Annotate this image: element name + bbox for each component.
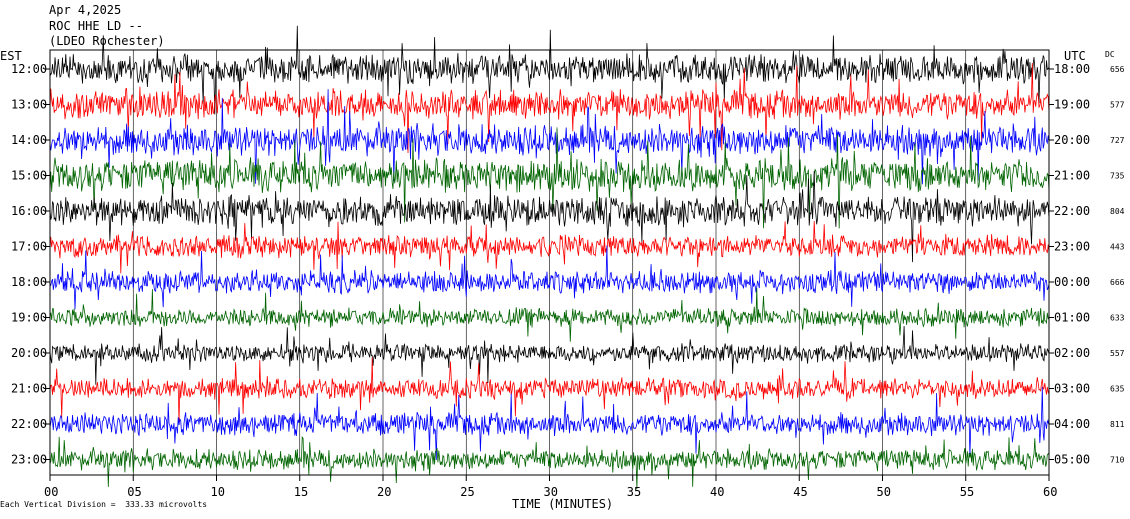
est-label-14:00: 14:00 bbox=[11, 133, 47, 147]
trace-18:00 bbox=[49, 245, 1050, 310]
header-date: Apr 4,2025 bbox=[49, 3, 122, 17]
dc-label-804: 804 bbox=[1110, 207, 1125, 216]
utc-label-18:00: 18:00 bbox=[1054, 62, 1090, 76]
x-tick-20: 20 bbox=[377, 485, 391, 499]
utc-label-01:00: 01:00 bbox=[1054, 311, 1090, 325]
dc-label-811: 811 bbox=[1110, 420, 1125, 429]
trace-21:00 bbox=[49, 357, 1050, 425]
trace-23:00 bbox=[49, 435, 1050, 490]
x-tick-55: 55 bbox=[960, 485, 974, 499]
utc-label-23:00: 23:00 bbox=[1054, 240, 1090, 254]
trace-16:00 bbox=[49, 171, 1050, 263]
trace-12:00 bbox=[49, 25, 1050, 115]
utc-label-21:00: 21:00 bbox=[1054, 169, 1090, 183]
trace-19:00 bbox=[49, 287, 1050, 342]
x-tick-35: 35 bbox=[627, 485, 641, 499]
est-label-19:00: 19:00 bbox=[11, 311, 47, 325]
utc-hour-labels: 18:00 19:00 20:00 21:00 22:00 23:00 00:00 01:00… bbox=[1049, 62, 1090, 467]
dc-label-666: 666 bbox=[1110, 278, 1125, 287]
x-axis-label: TIME (MINUTES) bbox=[512, 497, 613, 511]
x-tick-40: 40 bbox=[710, 485, 724, 499]
dc-label-577: 577 bbox=[1110, 101, 1125, 110]
x-tick-00: 00 bbox=[44, 485, 58, 499]
trace-20:00 bbox=[49, 325, 1050, 385]
utc-label-22:00: 22:00 bbox=[1054, 204, 1090, 218]
dc-label-557: 557 bbox=[1110, 349, 1125, 358]
dc-label-656: 656 bbox=[1110, 65, 1125, 74]
dc-label-710: 710 bbox=[1110, 456, 1125, 465]
dc-offset-labels: 656 577 727 735 804 443 666 633 557 635 811 710 bbox=[1110, 65, 1125, 465]
x-tick-60: 60 bbox=[1043, 485, 1057, 499]
est-label-21:00: 21:00 bbox=[11, 382, 47, 396]
header-station: ROC HHE LD -- bbox=[49, 19, 143, 33]
trace-14:00 bbox=[49, 89, 1050, 185]
utc-label-04:00: 04:00 bbox=[1054, 417, 1090, 431]
x-tick-25: 25 bbox=[460, 485, 474, 499]
dc-label-735: 735 bbox=[1110, 172, 1125, 181]
est-label-12:00: 12:00 bbox=[11, 62, 47, 76]
dc-label-633: 633 bbox=[1110, 314, 1125, 323]
utc-label-05:00: 05:00 bbox=[1054, 453, 1090, 467]
dc-label-727: 727 bbox=[1110, 136, 1125, 145]
est-label-22:00: 22:00 bbox=[11, 417, 47, 431]
dc-axis-label: DC bbox=[1105, 50, 1115, 59]
minute-gridlines bbox=[132, 50, 967, 475]
trace-15:00 bbox=[49, 127, 1050, 229]
est-label-17:00: 17:00 bbox=[11, 240, 47, 254]
est-label-23:00: 23:00 bbox=[11, 453, 47, 467]
x-tick-45: 45 bbox=[793, 485, 807, 499]
est-axis-label: EST bbox=[0, 49, 22, 63]
seismic-traces bbox=[49, 25, 1050, 490]
trace-22:00 bbox=[49, 386, 1050, 461]
utc-label-02:00: 02:00 bbox=[1054, 346, 1090, 360]
x-tick-05: 05 bbox=[127, 485, 141, 499]
scale-note: Each Vertical Division = 333.33 microvol… bbox=[0, 500, 208, 509]
est-label-15:00: 15:00 bbox=[11, 169, 47, 183]
dc-label-443: 443 bbox=[1110, 243, 1125, 252]
x-tick-labels: 00 05 10 15 20 25 30 35 40 45 50 55 60 bbox=[44, 475, 1057, 499]
x-tick-50: 50 bbox=[877, 485, 891, 499]
est-label-13:00: 13:00 bbox=[11, 98, 47, 112]
est-hour-labels: 12:00 13:00 14:00 15:00 16:00 17:00 18:00 19:00… bbox=[11, 62, 50, 467]
est-label-20:00: 20:00 bbox=[11, 346, 47, 360]
utc-axis-label: UTC bbox=[1064, 49, 1086, 63]
utc-label-00:00: 00:00 bbox=[1054, 275, 1090, 289]
dc-label-635: 635 bbox=[1110, 385, 1125, 394]
trace-13:00 bbox=[49, 62, 1050, 154]
est-label-18:00: 18:00 bbox=[11, 275, 47, 289]
utc-label-03:00: 03:00 bbox=[1054, 382, 1090, 396]
x-tick-15: 15 bbox=[294, 485, 308, 499]
utc-label-19:00: 19:00 bbox=[1054, 98, 1090, 112]
est-label-16:00: 16:00 bbox=[11, 204, 47, 218]
utc-label-20:00: 20:00 bbox=[1054, 133, 1090, 147]
header-network: (LDEO Rochester) bbox=[49, 34, 165, 48]
trace-17:00 bbox=[49, 220, 1050, 274]
x-tick-10: 10 bbox=[211, 485, 225, 499]
x-tick-30: 30 bbox=[544, 485, 558, 499]
